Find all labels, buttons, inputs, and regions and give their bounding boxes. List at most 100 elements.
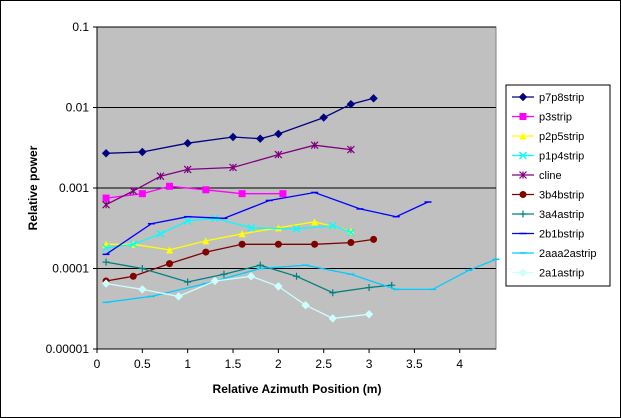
series-line <box>106 221 352 251</box>
x-axis-title: Relative Azimuth Position (m) <box>213 382 382 396</box>
y-axis-title: Relative power <box>26 145 40 230</box>
data-point <box>228 132 238 142</box>
data-point <box>138 190 146 198</box>
legend-item-2a1astrip: 2a1astrip <box>512 268 584 280</box>
data-point <box>311 240 319 248</box>
legend-item-2b1bstrip: 2b1bstrip <box>512 229 584 241</box>
data-point <box>369 94 378 103</box>
legend-swatch-marker <box>518 268 528 277</box>
x-tick-label: 1.5 <box>225 357 242 371</box>
legend-label: 3b4bstrip <box>539 190 584 202</box>
data-point <box>293 272 300 280</box>
legend-item-2aaa2astrip: 2aaa2astrip <box>512 248 597 260</box>
data-point <box>279 190 287 198</box>
x-tick-label: 3.5 <box>406 357 423 371</box>
data-point <box>129 272 137 280</box>
y-tick-label: 0.01 <box>66 101 90 115</box>
series-2b1bstrip <box>102 191 432 256</box>
y-tick-label: 0.001 <box>59 181 89 195</box>
y-tick-label: 0.0001 <box>52 262 89 276</box>
data-point <box>220 270 228 278</box>
data-point <box>138 265 146 272</box>
data-point <box>346 99 356 109</box>
data-point <box>183 216 192 225</box>
x-tick-label: 4 <box>456 357 463 371</box>
data-point <box>346 228 355 237</box>
data-point <box>101 149 111 158</box>
data-point <box>102 200 110 209</box>
data-point <box>319 113 328 122</box>
legend: p7p8strip p3strip p2p5strip p1p4strip cline 3… <box>505 84 611 287</box>
data-point <box>347 227 355 235</box>
x-tick-label: 3 <box>366 357 373 371</box>
legend-swatch-marker <box>519 132 527 140</box>
data-point <box>102 243 111 252</box>
data-point <box>256 261 264 269</box>
data-point <box>274 129 283 139</box>
legend-label: p2p5strip <box>539 131 584 143</box>
series-p7p8strip <box>101 94 378 158</box>
legend-item-p1p4strip: p1p4strip <box>512 151 584 163</box>
legend-label: p3strip <box>539 112 572 124</box>
data-point <box>246 272 256 281</box>
legend-label: 2aaa2astrip <box>539 248 597 260</box>
x-tick-label: 1 <box>184 357 191 371</box>
data-point <box>238 230 246 238</box>
x-tick-label: 0 <box>94 357 101 371</box>
legend-swatch-marker <box>519 113 527 120</box>
data-point <box>156 172 165 181</box>
data-point <box>301 300 310 310</box>
data-point <box>202 248 210 256</box>
legend-item-p2p5strip: p2p5strip <box>512 131 584 143</box>
data-point <box>329 289 337 297</box>
legend-label: 2b1bstrip <box>539 229 584 241</box>
data-point <box>346 145 355 154</box>
y-tick-label: 0.1 <box>72 20 89 34</box>
data-point <box>311 218 319 226</box>
data-point <box>102 258 110 266</box>
data-point <box>328 314 337 323</box>
legend-swatch-marker <box>519 191 527 198</box>
legend-item-cline: cline <box>512 170 562 182</box>
x-tick-label: 2 <box>275 357 282 371</box>
data-point <box>210 276 220 286</box>
data-point <box>247 223 256 232</box>
data-point <box>174 292 183 301</box>
legend-swatch-marker <box>519 151 527 160</box>
data-point <box>183 165 192 174</box>
y-tick-label: 0.00001 <box>46 342 90 356</box>
legend-label: p1p4strip <box>539 151 584 163</box>
series-3b4bstrip <box>102 235 378 285</box>
data-point <box>256 134 265 143</box>
data-point <box>129 240 138 249</box>
data-point <box>274 150 283 159</box>
legend-item-3b4bstrip: 3b4bstrip <box>512 190 584 202</box>
data-point <box>202 186 210 194</box>
data-point <box>129 186 138 195</box>
legend-item-p7p8strip: p7p8strip <box>512 92 584 104</box>
data-point <box>310 141 319 150</box>
plot-area-layer <box>96 26 497 350</box>
data-point <box>238 190 246 198</box>
series-cline <box>102 141 355 209</box>
legend-label: p7p8strip <box>539 92 584 104</box>
series-2aaa2astrip <box>102 258 500 304</box>
legend-label: 2a1astrip <box>539 268 584 280</box>
legend-swatch-marker <box>518 92 528 102</box>
data-point <box>138 147 147 157</box>
data-point <box>202 237 210 245</box>
data-point <box>166 246 174 254</box>
series-line <box>106 258 497 303</box>
legend-item-p3strip: p3strip <box>512 112 572 124</box>
series-line <box>105 144 351 206</box>
legend-label: 3a4astrip <box>539 209 584 221</box>
data-point <box>274 240 282 248</box>
data-point <box>184 278 192 286</box>
data-point <box>166 260 174 268</box>
data-point <box>238 240 246 248</box>
data-point <box>102 194 110 202</box>
data-point <box>183 139 192 148</box>
axis-layer: 0.00001 0.0001 0.001 0.01 0.1 0 0.5 1 1.5 2 2.5 3 3.… <box>46 20 496 371</box>
